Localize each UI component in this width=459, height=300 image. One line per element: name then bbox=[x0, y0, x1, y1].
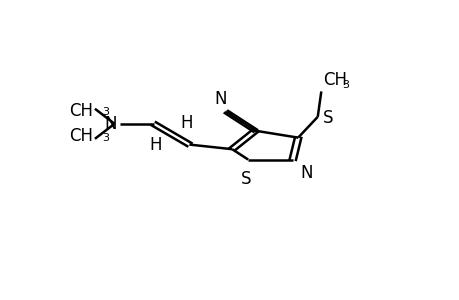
Text: H: H bbox=[149, 136, 162, 154]
Text: S: S bbox=[322, 109, 333, 127]
Text: H: H bbox=[180, 114, 192, 132]
Text: CH: CH bbox=[322, 71, 347, 89]
Text: N: N bbox=[299, 164, 312, 182]
Text: CH: CH bbox=[69, 102, 93, 120]
Text: 3: 3 bbox=[341, 80, 348, 90]
Text: 3: 3 bbox=[102, 133, 109, 142]
Text: S: S bbox=[241, 170, 251, 188]
Text: N: N bbox=[104, 115, 117, 133]
Text: 3: 3 bbox=[102, 107, 109, 117]
Text: N: N bbox=[214, 91, 227, 109]
Text: CH: CH bbox=[69, 128, 93, 146]
